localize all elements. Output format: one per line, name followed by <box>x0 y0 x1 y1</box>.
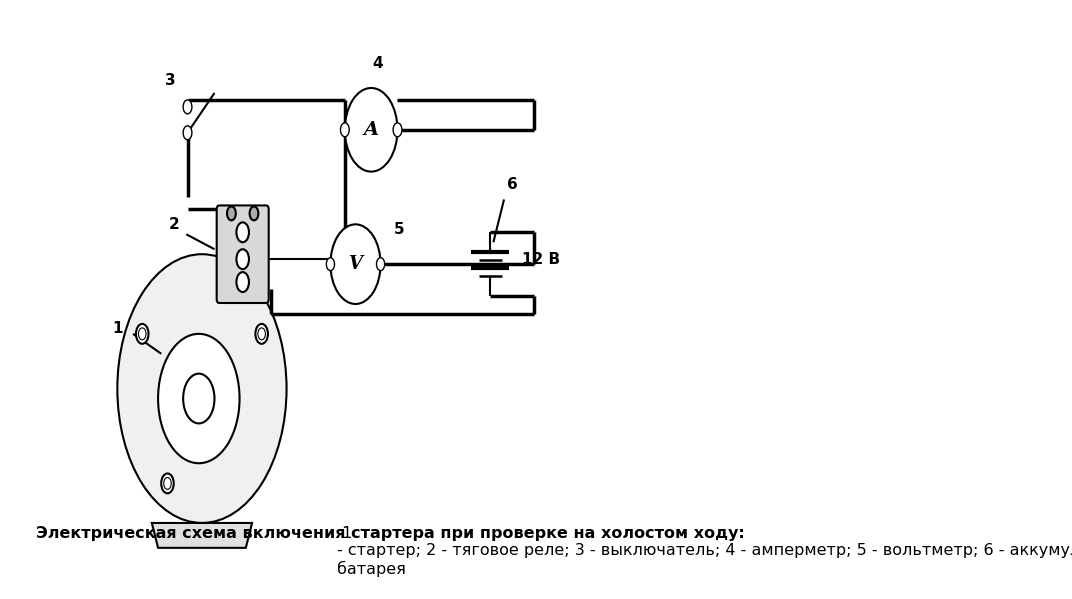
Text: Электрическая схема включения стартера при проверке на холостом ходу:: Электрическая схема включения стартера п… <box>35 526 745 541</box>
Text: 12 В: 12 В <box>522 252 560 267</box>
Circle shape <box>237 249 249 269</box>
FancyBboxPatch shape <box>217 205 269 303</box>
Circle shape <box>330 225 381 304</box>
Circle shape <box>117 254 286 523</box>
Circle shape <box>164 477 172 489</box>
Circle shape <box>393 123 402 137</box>
Circle shape <box>158 334 239 463</box>
Circle shape <box>136 324 149 344</box>
Circle shape <box>376 258 385 271</box>
Circle shape <box>258 328 266 340</box>
Circle shape <box>227 207 236 220</box>
Circle shape <box>255 324 268 344</box>
Text: 1
- стартер; 2 - тяговое реле; 3 - выключатель; 4 - амперметр; 5 - вольтметр; 6 : 1 - стартер; 2 - тяговое реле; 3 - выклю… <box>338 526 1072 577</box>
Circle shape <box>326 258 334 271</box>
Circle shape <box>345 88 398 171</box>
Text: 4: 4 <box>372 56 383 71</box>
Text: A: A <box>363 121 378 139</box>
Text: 3: 3 <box>165 72 176 87</box>
Circle shape <box>237 272 249 292</box>
Text: 5: 5 <box>394 222 405 237</box>
Text: V: V <box>348 255 362 273</box>
Text: 1: 1 <box>113 321 122 337</box>
Circle shape <box>161 473 174 494</box>
Circle shape <box>237 222 249 242</box>
Circle shape <box>183 374 214 423</box>
Circle shape <box>183 126 192 140</box>
Circle shape <box>341 123 349 137</box>
Circle shape <box>183 100 192 114</box>
Circle shape <box>250 207 258 220</box>
Text: 2: 2 <box>168 217 179 232</box>
Text: 6: 6 <box>507 177 518 192</box>
Circle shape <box>138 328 146 340</box>
Polygon shape <box>152 523 252 548</box>
